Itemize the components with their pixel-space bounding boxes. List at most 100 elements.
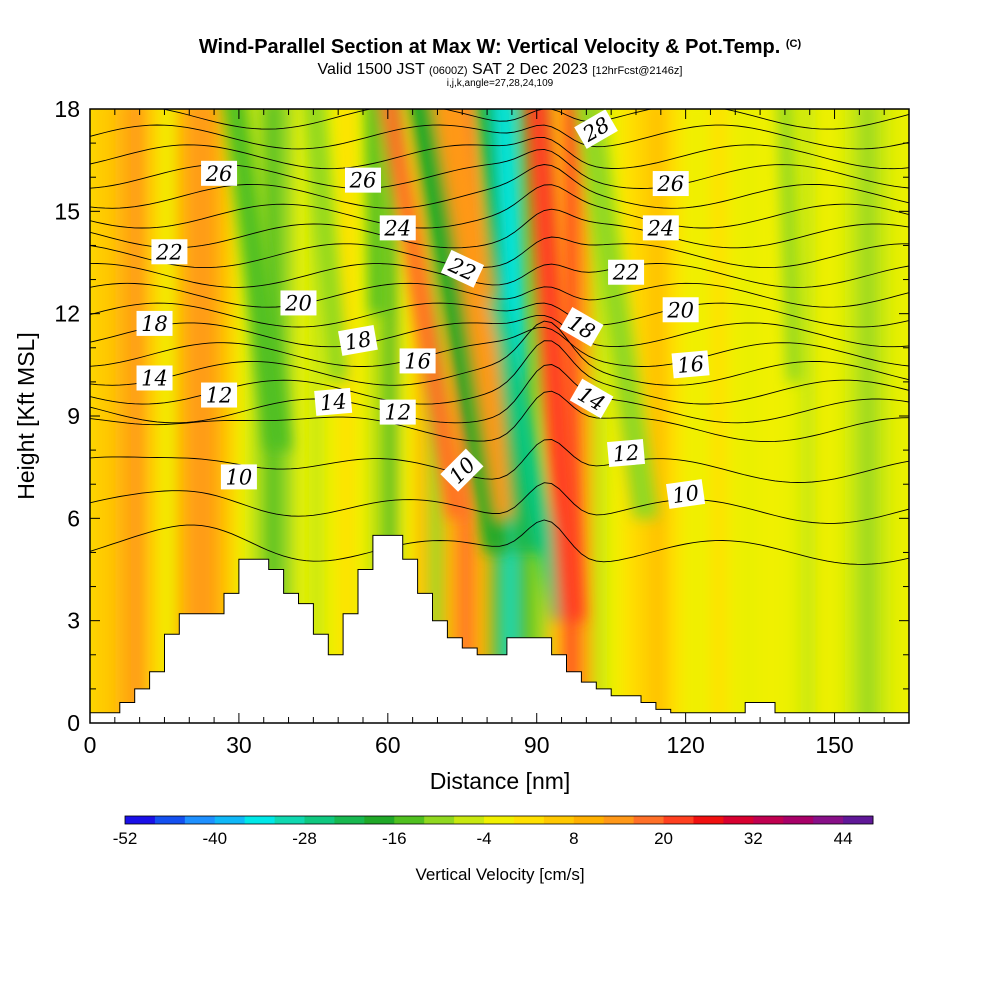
colorbar-tick-label: -16 [382, 829, 407, 848]
contour-label: 14 [136, 365, 173, 391]
contour-label: 16 [671, 350, 710, 379]
contour-label-text: 16 [676, 352, 705, 378]
contour-label: 12 [201, 382, 238, 408]
contour-label-text: 12 [612, 440, 641, 466]
contour-label-box [151, 239, 188, 265]
contour-label: 22 [151, 239, 188, 265]
theta-contour [90, 439, 909, 483]
velocity-streak [304, 109, 349, 382]
contour-label-text: 12 [206, 384, 233, 408]
theta-contour [90, 519, 909, 565]
colorbar-tick-label: 32 [744, 829, 763, 848]
colorbar-swatch [723, 816, 754, 824]
theta-contour [90, 208, 909, 249]
colorbar-swatch [813, 816, 844, 824]
contour-label-text: 26 [205, 162, 233, 186]
y-tick-label: 0 [67, 710, 80, 736]
contour-label-box [314, 387, 353, 416]
contour-label: 24 [379, 215, 416, 241]
theta-contour [90, 109, 909, 130]
contour-label: 10 [220, 464, 257, 490]
contour-label: 20 [280, 290, 317, 316]
contour-label: 18 [136, 310, 173, 336]
y-tick-label: 9 [67, 403, 80, 429]
colorbar-tick-label: -28 [292, 829, 317, 848]
colorbar-swatch [364, 816, 395, 824]
contour-label-box [569, 378, 614, 419]
contour-label: 16 [399, 348, 436, 374]
colorbar-frame [124, 815, 874, 825]
colorbar-tick-label: -4 [476, 829, 491, 848]
contour-label-text: 10 [226, 465, 253, 489]
contour-label-text: 14 [319, 389, 348, 415]
x-tick-label: 30 [226, 732, 252, 758]
contour-label-box [136, 365, 173, 391]
contour-label-text: 22 [155, 240, 183, 264]
contour-label-text: 24 [383, 216, 411, 240]
contour-label-box [201, 382, 238, 408]
y-tick-label: 18 [54, 96, 80, 122]
velocity-streak [223, 109, 292, 451]
contour-label-box [652, 171, 689, 197]
colorbar-swatch [783, 816, 814, 824]
contour-label: 12 [379, 399, 416, 425]
colorbar-swatch [693, 816, 724, 824]
contour-label-box [559, 307, 604, 347]
theta-contour [90, 124, 909, 150]
x-tick-label: 90 [524, 732, 550, 758]
contour-label-text: 18 [141, 312, 168, 336]
contour-label: 22 [608, 259, 645, 285]
theta-contour [90, 184, 909, 229]
colorbar-swatch [125, 816, 156, 824]
contour-label-text: 10 [671, 481, 701, 508]
contour-label: 20 [662, 297, 699, 323]
contour-label-box [662, 297, 699, 323]
colorbar-swatch [603, 816, 635, 824]
velocity-streaks [223, 109, 803, 621]
contour-label-box [671, 350, 710, 379]
contour-label-text: 12 [384, 401, 411, 425]
contour-label-box [220, 464, 257, 490]
colorbar-tick-label: 20 [654, 829, 673, 848]
colorbar: -52 -40 -28 -16 -4 8 20 32 44 [113, 815, 874, 848]
colorbar-swatch [663, 816, 694, 824]
theta-contour [90, 314, 909, 348]
colorbar-swatch [424, 816, 455, 824]
contour-label-box [607, 439, 646, 468]
contour-label-text: 26 [349, 169, 377, 193]
contour-label-text: 26 [656, 172, 684, 196]
y-tick-label: 15 [54, 198, 80, 224]
colorbar-swatch [513, 816, 545, 824]
y-tick-label: 12 [54, 301, 80, 327]
colorbar-swatch [394, 816, 425, 824]
theta-contour [90, 482, 909, 524]
colorbar-tick-label: 44 [834, 829, 853, 848]
terrain-mask [90, 534, 909, 723]
velocity-streak [380, 109, 468, 519]
colorbar-swatch [154, 816, 186, 824]
colorbar-swatch [304, 816, 335, 824]
theta-contour [90, 390, 909, 443]
colorbar-swatch [573, 816, 605, 824]
contour-label-box [201, 160, 238, 186]
colorbar-swatch [843, 816, 874, 824]
colorbar-tick-label: 8 [569, 829, 578, 848]
contour-label-text: 20 [284, 291, 312, 315]
colorbar-swatch [184, 816, 216, 824]
velocity-streak [576, 109, 659, 519]
velocity-streak [777, 109, 803, 382]
theta-contour [90, 326, 909, 367]
contour-label-text: 14 [141, 366, 168, 390]
theta-contour [90, 164, 909, 209]
colorbar-swatch [274, 816, 306, 824]
contour-label-text: 22 [612, 261, 640, 285]
contour-label: 26 [345, 167, 381, 193]
contour-label-box [399, 348, 436, 374]
contour-label-box [280, 290, 317, 316]
x-tick-label: 150 [815, 732, 853, 758]
contour-label: 26 [201, 160, 238, 186]
contour-label-box [608, 259, 645, 285]
y-tick-label: 6 [67, 505, 80, 531]
